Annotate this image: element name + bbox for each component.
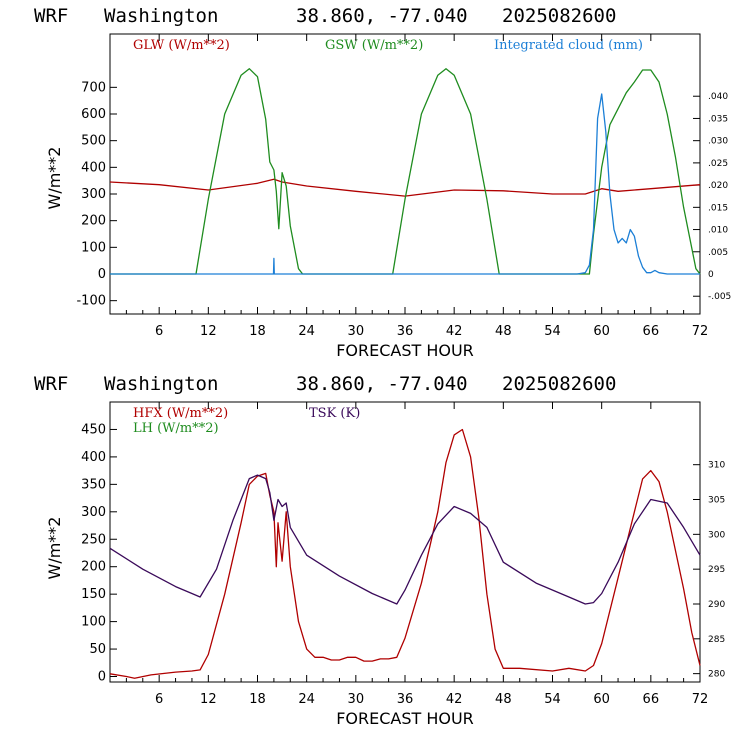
chart1-y-tick-label: -100 [76,294,106,309]
chart1-y2-tick-label: .025 [708,159,728,169]
chart1-x-tick-label: 60 [593,324,610,339]
chart2-legend-tsk: TSK (K) [309,406,360,421]
chart2-y2-tick-label: 310 [708,461,725,471]
chart1-y2-tick-label: .040 [708,92,728,102]
chart1-y2-tick-label: .015 [708,203,728,213]
chart2-xlabel: FORECAST HOUR [336,709,474,728]
chart1-y-tick-label: 100 [81,240,106,255]
chart2-y2-tick-label: 300 [708,530,725,540]
chart1-title-date: 2025082600 [502,5,616,27]
chart1-x-tick-label: 18 [249,324,266,339]
chart2-y-tick-label: 300 [81,505,106,520]
chart2-x-axis: 6 12 18 24 30 36 42 48 54 60 66 72 [125,402,709,707]
chart1-x-tick-label: 54 [544,324,561,339]
chart2-y-tick-label: 350 [81,477,106,492]
chart2-x-tick-label: 36 [397,692,414,707]
chart2-legend-lh: LH (W/m**2) [133,421,219,436]
chart1-x-tick-label: 24 [298,324,315,339]
chart1-x-tick-label: 6 [155,324,163,339]
chart1-y2-tick-label: .020 [708,181,728,191]
chart2-y-tick-label: 0 [98,670,106,685]
chart1-legend-glw: GLW (W/m**2) [133,38,230,53]
chart2-ylabel: W/m**2 [45,517,64,580]
chart1-x-tick-label: 12 [200,324,217,339]
chart1-y2-axis: -.005 0 .005 .010 .015 .020 .025 .030 .035 .040 [693,92,731,302]
chart1-x-tick-label: 48 [495,324,512,339]
chart2-y-tick-label: 200 [81,560,106,575]
chart2-legend-hfx: HFX (W/m**2) [133,406,228,421]
chart2-x-tick-label: 12 [200,692,217,707]
chart1-plot-frame [109,33,701,315]
chart1-title-location: Washington [104,5,218,27]
chart2-y-tick-label: 50 [89,642,106,657]
chart1-y-tick-label: 0 [98,267,106,282]
chart1-x-tick-label: 30 [348,324,365,339]
chart1-y-tick-label: 600 [81,107,106,122]
chart2-x-tick-label: 24 [298,692,315,707]
chart1-y-tick-label: 500 [81,134,106,149]
chart2-y-axis: 0 50 100 150 200 250 300 350 400 450 [81,422,117,685]
chart1-series-integrated [110,93,700,275]
chart2-y-tick-label: 450 [81,422,106,437]
chart1-x-tick-label: 66 [643,324,660,339]
chart2-series-tsk [109,474,701,605]
chart1-y-axis: -100 0 100 200 300 400 500 600 700 [76,80,117,309]
chart1-series-gsw [110,68,701,275]
chart2-y2-tick-label: 290 [708,600,725,610]
chart1-title-coordinates: 38.860, -77.040 [296,5,468,27]
chart2-series [109,428,701,679]
chart1-y-tick-label: 400 [81,160,106,175]
chart2-y-tick-label: 250 [81,532,106,547]
chart2-title-date: 2025082600 [502,373,616,395]
chart1-y2-tick-label: .030 [708,137,728,147]
chart2-x-tick-label: 18 [249,692,266,707]
chart1-y-tick-label: 700 [81,80,106,95]
chart1-y-tick-label: 200 [81,214,106,229]
chart1-x-tick-label: 42 [446,324,463,339]
chart2-x-tick-label: 6 [155,692,163,707]
chart1-x-axis: 6 12 18 24 30 36 42 48 54 60 66 72 [125,34,709,339]
chart1-series-glw [109,178,701,197]
chart1-y-tick-label: 300 [81,187,106,202]
chart2-x-tick-label: 30 [348,692,365,707]
chart2-y-tick-label: 100 [81,615,106,630]
chart1-y2-tick-label: 0 [708,270,714,280]
surface-flux-chart: WRF Washington 38.860, -77.040 202508260… [34,373,725,728]
chart2-series-hfx [109,428,701,679]
chart1-title-model: WRF [34,5,68,27]
chart2-x-tick-label: 48 [495,692,512,707]
chart1-xlabel: FORECAST HOUR [336,341,474,360]
chart2-y-tick-label: 150 [81,587,106,602]
chart2-y-tick-label: 400 [81,450,106,465]
chart2-y2-tick-label: 305 [708,496,725,506]
chart2-plot-frame [109,401,701,683]
radiation-cloud-chart: WRF Washington 38.860, -77.040 202508260… [34,5,731,360]
chart2-title-model: WRF [34,373,68,395]
chart2-y2-tick-label: 295 [708,565,725,575]
chart1-y2-tick-label: .005 [708,248,728,258]
chart2-x-tick-label: 42 [446,692,463,707]
chart1-x-tick-label: 72 [692,324,709,339]
chart1-y2-tick-label: .010 [708,226,728,236]
chart1-x-tick-label: 36 [397,324,414,339]
chart2-x-tick-label: 66 [643,692,660,707]
chart2-title-coordinates: 38.860, -77.040 [296,373,468,395]
chart2-x-tick-label: 54 [544,692,561,707]
chart1-legend-cloud: Integrated cloud (mm) [494,38,643,53]
chart2-y2-tick-label: 280 [708,670,725,680]
chart2-title-location: Washington [104,373,218,395]
chart1-y2-tick-label: .035 [708,114,728,124]
chart1-legend-gsw: GSW (W/m**2) [325,38,423,53]
chart1-ylabel: W/m**2 [45,147,64,210]
chart2-y2-axis: 280 285 290 295 300 305 310 [693,461,725,680]
chart1-series [109,68,701,275]
chart2-y2-tick-label: 285 [708,635,725,645]
chart2-x-tick-label: 72 [692,692,709,707]
chart2-x-tick-label: 60 [593,692,610,707]
chart1-y2-tick-label: -.005 [708,292,731,302]
